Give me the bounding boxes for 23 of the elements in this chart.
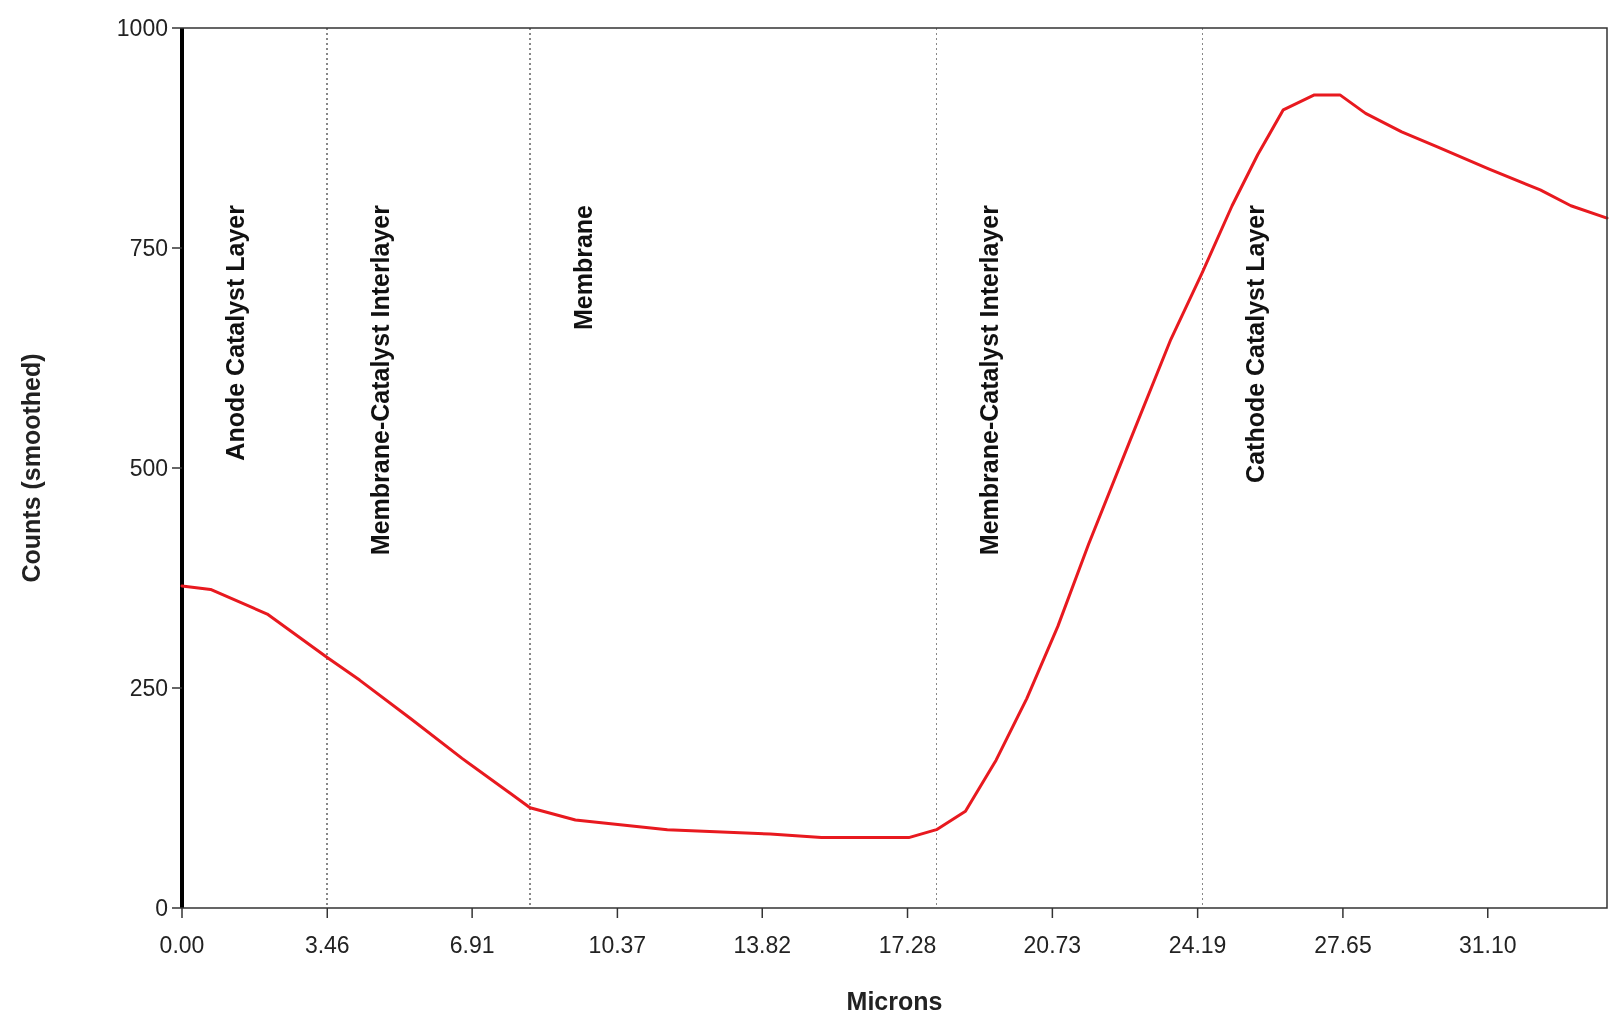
- x-tick-label: 13.82: [733, 932, 792, 958]
- x-tick-label: 27.65: [1314, 932, 1372, 958]
- line-series: [180, 93, 1609, 840]
- y-tick-label: 0: [155, 895, 168, 922]
- x-tick-label: 20.73: [1023, 932, 1082, 958]
- annotation: Anode Catalyst Layer: [221, 204, 249, 461]
- x-tick-label: 0.00: [159, 932, 205, 958]
- x-tick-label: 3.46: [304, 932, 350, 958]
- x-tick-label: 6.91: [449, 932, 495, 958]
- y-tick-label: 250: [129, 675, 168, 702]
- x-axis-title: Microns: [846, 987, 943, 1015]
- ref-line-label: Membrane-Catalyst Interlayer: [365, 204, 394, 556]
- x-tick-label: 24.19: [1168, 932, 1227, 958]
- y-tick-label: 1000: [116, 15, 168, 42]
- y-axis-title: Counts (smoothed): [17, 353, 45, 583]
- y-tick-label: 750: [129, 235, 168, 262]
- ref-line-label: Membrane-Catalyst Interlayer: [975, 204, 1004, 556]
- ref-line-label: Membrane: [569, 204, 598, 331]
- x-tick-label: 17.28: [878, 932, 937, 958]
- y-tick-label: 500: [129, 455, 168, 482]
- ref-line-label: Cathode Catalyst Layer: [1241, 204, 1270, 483]
- x-tick-label: 10.37: [588, 932, 647, 958]
- x-tick-label: 31.10: [1458, 932, 1517, 958]
